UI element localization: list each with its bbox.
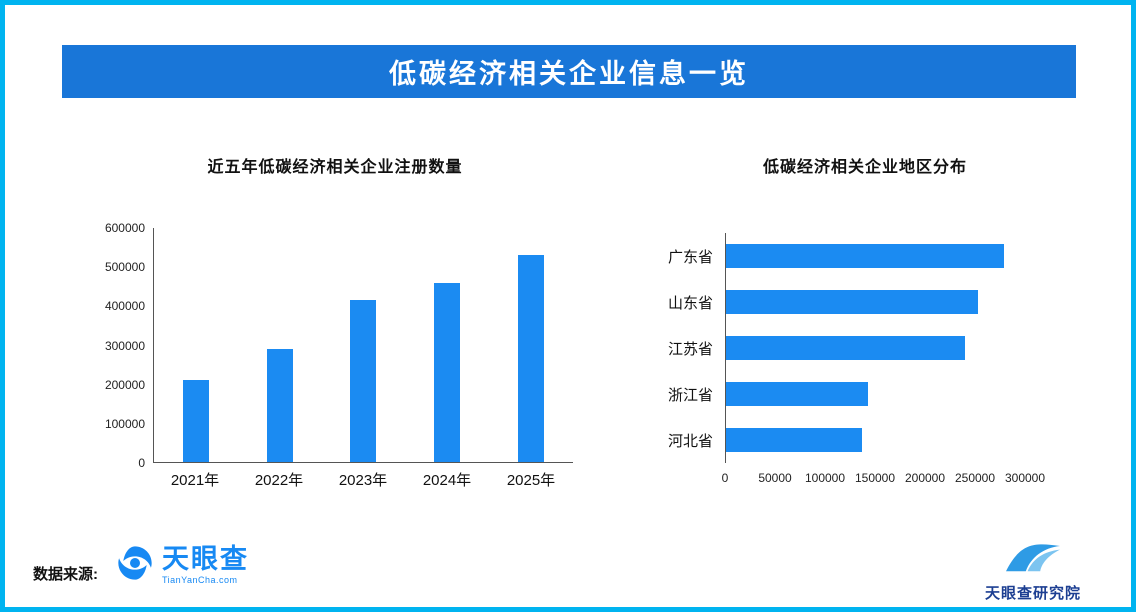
- regions-chart-title: 低碳经济相关企业地区分布: [762, 159, 967, 176]
- region-bar: [726, 336, 965, 360]
- regions-xticks: 0 50000 100000 150000 200000 250000 300000: [721, 471, 1045, 487]
- data-source-label: 数据来源:: [33, 566, 98, 583]
- y-tick-label: 600000: [104, 221, 145, 235]
- research-institute-logo: 天眼查研究院: [973, 537, 1093, 603]
- regions-chart: 低碳经济相关企业地区分布 广东省山东省江苏省浙江省河北省 0 50000 10000…: [640, 153, 1090, 513]
- registration-bar: [182, 380, 209, 462]
- y-tick-label: 400000: [104, 299, 145, 314]
- region-bar-track: [725, 371, 1035, 417]
- region-row: 山东省: [640, 279, 1035, 325]
- brand-name: 天眼查: [162, 544, 249, 574]
- x-category-label: 2021年: [170, 472, 220, 489]
- region-row: 河北省: [640, 417, 1035, 463]
- x-tick-label: 100000: [804, 471, 846, 485]
- region-row: 广东省: [640, 233, 1035, 279]
- region-label: 浙江省: [667, 386, 713, 404]
- registration-bar: [266, 348, 293, 462]
- region-bar: [726, 382, 869, 406]
- region-label: 山东省: [667, 294, 713, 312]
- registrations-xlabels: 2021年 2022年 2023年 2024年 2025年: [153, 469, 573, 490]
- x-tick-label: 250000: [954, 471, 996, 485]
- registration-bar: [518, 255, 545, 462]
- region-label: 河北省: [667, 432, 713, 450]
- x-tick-label: 150000: [854, 471, 896, 485]
- region-row: 浙江省: [640, 371, 1035, 417]
- x-tick-label: 50000: [758, 471, 792, 485]
- regions-rows: 广东省山东省江苏省浙江省河北省: [640, 233, 1035, 463]
- institute-name: 天眼查研究院: [984, 585, 1081, 602]
- x-category-label: 2022年: [254, 472, 304, 489]
- y-tick-label: 500000: [104, 260, 145, 275]
- region-bar-track: [725, 233, 1035, 279]
- x-tick-label: 0: [721, 471, 729, 485]
- brand-domain: TianYanCha.com: [162, 575, 238, 585]
- wave-mountain-icon: [1004, 537, 1062, 578]
- region-bar-track: [725, 417, 1035, 463]
- tianyancha-eye-icon: [115, 543, 155, 588]
- y-tick-label: 200000: [104, 377, 145, 392]
- region-bar: [726, 290, 979, 314]
- y-tick-label: 300000: [104, 338, 145, 353]
- registration-bar: [350, 300, 377, 462]
- x-tick-label: 200000: [904, 471, 946, 485]
- y-tick-label: 0: [138, 456, 145, 470]
- registrations-plot: [153, 228, 573, 463]
- region-row: 江苏省: [640, 325, 1035, 371]
- brand-text: 天眼查 TianYanCha.com: [162, 546, 249, 585]
- page-title: 低碳经济相关企业信息一览: [62, 45, 1076, 98]
- registrations-chart: 近五年低碳经济相关企业注册数量 0 100000 200000 300000 40000…: [90, 153, 580, 498]
- region-bar-track: [725, 325, 1035, 371]
- registrations-chart-title: 近五年低碳经济相关企业注册数量: [207, 159, 463, 176]
- x-tick-label: 300000: [1004, 471, 1046, 485]
- region-bar-track: [725, 279, 1035, 325]
- region-bar: [726, 244, 1005, 268]
- tianyancha-logo: 天眼查 TianYanCha.com: [115, 543, 249, 588]
- region-label: 广东省: [667, 248, 713, 266]
- x-category-label: 2024年: [422, 472, 472, 489]
- region-label: 江苏省: [667, 340, 713, 358]
- y-tick-label: 100000: [104, 416, 145, 431]
- registrations-bars: [154, 228, 573, 462]
- region-bar: [726, 428, 862, 452]
- registrations-yticks: 0 100000 200000 300000 400000 500000 600000: [90, 221, 145, 470]
- x-category-label: 2025年: [506, 472, 556, 489]
- registration-bar: [434, 282, 461, 462]
- x-category-label: 2023年: [338, 472, 388, 489]
